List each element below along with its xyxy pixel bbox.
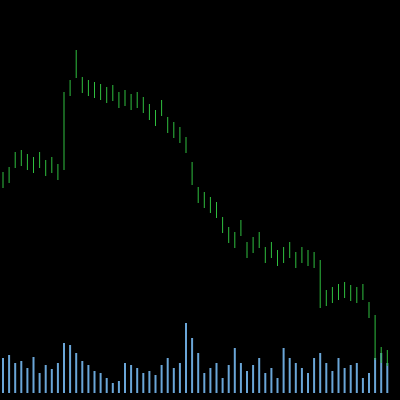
- volume-bar: [130, 365, 133, 393]
- volume-bar: [154, 375, 157, 393]
- volume-bar: [148, 371, 151, 393]
- volume-bar: [20, 361, 23, 393]
- volume-bar: [343, 368, 346, 393]
- volume-bar: [172, 368, 175, 393]
- volume-bar: [246, 371, 248, 393]
- volume-bar: [215, 363, 218, 393]
- volume-bar: [349, 365, 352, 393]
- volume-bar: [14, 363, 17, 393]
- volume-bar: [32, 357, 35, 393]
- volume-bar: [294, 363, 297, 393]
- volume-bar: [368, 373, 370, 393]
- volume-bar: [374, 358, 377, 393]
- volume-bar: [288, 358, 291, 393]
- volume-bar: [166, 358, 169, 393]
- volume-bar: [252, 365, 255, 393]
- volume-bar: [313, 358, 316, 393]
- volume-bar: [178, 363, 181, 393]
- volume-bar: [221, 378, 224, 393]
- volume-bar: [26, 368, 29, 393]
- volume-bar: [50, 369, 53, 393]
- volume-bar: [300, 368, 303, 393]
- volume-bar: [282, 348, 285, 393]
- volume-bar: [75, 353, 78, 393]
- volume-bar: [69, 345, 72, 393]
- volume-bar: [38, 373, 41, 393]
- volume-bar: [63, 343, 65, 393]
- volume-bar: [307, 373, 309, 393]
- volume-bar: [105, 378, 108, 393]
- volume-bar: [93, 371, 96, 393]
- volume-bar: [337, 358, 340, 393]
- volume-bar: [361, 378, 364, 393]
- volume-bar: [160, 365, 163, 393]
- volume-bar: [331, 371, 334, 393]
- volume-bar: [209, 368, 212, 393]
- volume-bar: [227, 365, 230, 393]
- volume-bar: [258, 358, 261, 393]
- volume-bar: [185, 323, 187, 393]
- volume-bar: [233, 348, 236, 393]
- volume-bar: [99, 373, 102, 393]
- volume-bar: [355, 363, 358, 393]
- volume-bar: [319, 353, 322, 393]
- volume-bar: [136, 368, 139, 393]
- volume-bar: [111, 383, 114, 393]
- volume-bar: [44, 365, 47, 393]
- volume-bar: [386, 363, 389, 393]
- volume-bar: [2, 358, 4, 393]
- volume-bar: [239, 363, 242, 393]
- volume-bar: [56, 363, 59, 393]
- volume-bar: [276, 378, 279, 393]
- volume-bar: [8, 355, 11, 393]
- volume-bar: [270, 368, 273, 393]
- volume-bar: [81, 361, 84, 393]
- volume-bar: [191, 338, 194, 393]
- volume-bar: [87, 365, 90, 393]
- volume-bar: [124, 363, 126, 393]
- volume-bar: [117, 381, 120, 393]
- volume-bar: [197, 353, 200, 393]
- volume-bar: [380, 353, 383, 393]
- volume-bar: [142, 373, 145, 393]
- volume-bar: [325, 363, 328, 393]
- volume-bar: [264, 373, 267, 393]
- volume-bar: [203, 373, 206, 393]
